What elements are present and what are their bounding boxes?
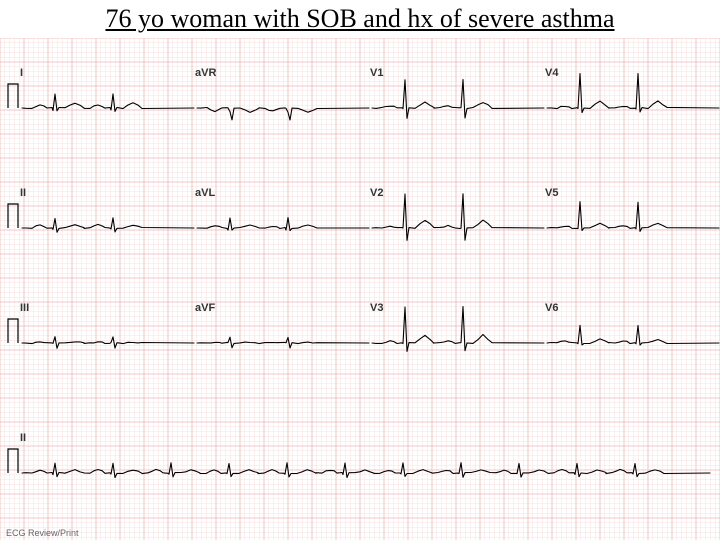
lead-label-III: III [20,302,29,314]
lead-label-aVL: aVL [195,187,215,199]
footer-left: ECG Review/Print [6,528,79,538]
lead-label-V1: V1 [370,67,383,79]
lead-label-aVF: aVF [195,302,215,314]
lead-label-V2: V2 [370,187,383,199]
lead-label-V4: V4 [545,67,559,79]
lead-label-V6: V6 [545,302,558,314]
ecg-strip: IaVR V1 V4 II aVL V2 V5 III aVF V3 V6 II ECG Review/… [0,38,720,540]
lead-label-rhythm: II [20,432,26,444]
lead-label-V5: V5 [545,187,558,199]
slide-title: 76 yo woman with SOB and hx of severe as… [0,0,720,38]
lead-label-V3: V3 [370,302,383,314]
lead-label-aVR: aVR [195,67,216,79]
lead-label-II: II [20,187,26,199]
lead-label-I: I [20,67,23,79]
